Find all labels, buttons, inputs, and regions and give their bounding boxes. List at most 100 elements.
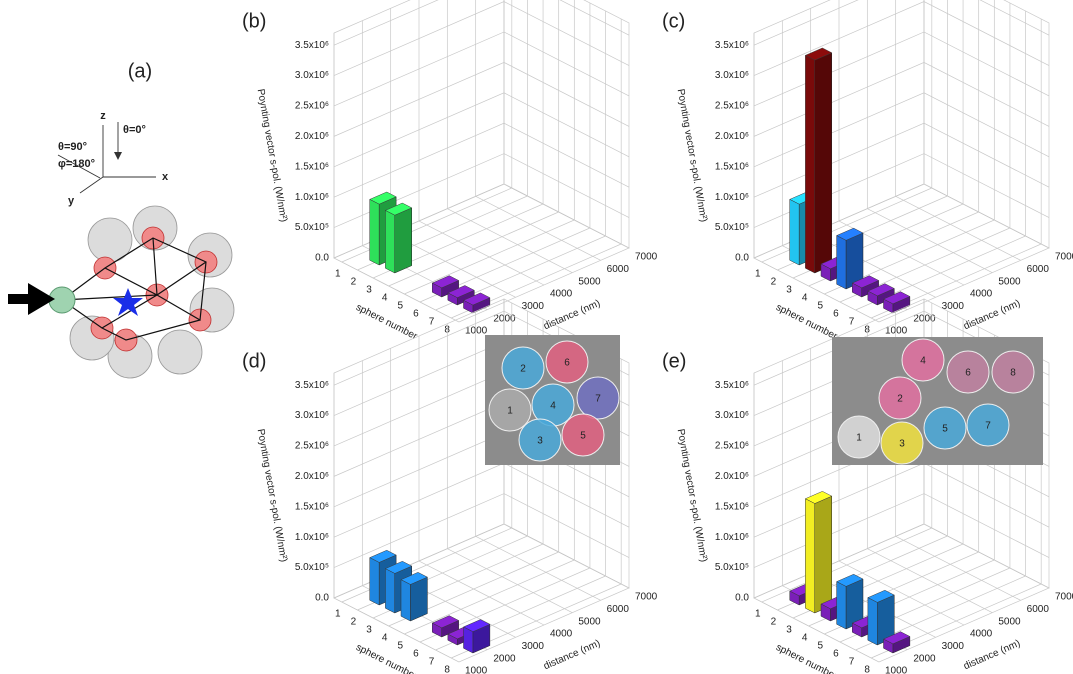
panel-label: (d) [242,350,266,372]
x-tick-label: 1 [755,269,761,280]
y-tick-label: 2.0x10⁶ [715,471,749,482]
grid-line [404,0,574,294]
inset-label: 7 [595,394,601,405]
grid-line [436,11,606,310]
axis-name: x [162,171,169,183]
x-tick-label: 6 [833,649,839,660]
z-tick-label: 3000 [522,641,545,652]
x-tick-label: 7 [849,317,855,328]
x-tick-label: 2 [351,277,357,288]
x-tick-label: 5 [818,301,824,312]
y-tick-label: 3.0x10⁶ [715,410,749,421]
x-tick-label: 2 [351,617,357,628]
wall [504,0,629,248]
inset-label: 6 [965,368,971,379]
grid-line [420,3,590,302]
angle-label: θ=90° [58,141,87,153]
y-tick-label: 3.0x10⁶ [715,70,749,81]
bar-side [815,53,832,273]
bar-front [837,582,846,629]
bar-front [370,558,379,605]
y-tick-label: 3.5x10⁶ [295,40,329,51]
chart-panel: (e)0.05.0x10⁵1.0x10⁶1.5x10⁶2.0x10⁶2.5x10… [662,299,1073,674]
z-axis-title: distance (nm) [542,298,602,332]
x-axis-title: sphere number [774,642,840,674]
x-tick-label: 5 [398,301,404,312]
y-tick-label: 5.0x10⁵ [715,222,749,233]
y-tick-label: 0.0 [315,593,329,604]
bar-front [837,236,846,289]
z-axis-title: distance (nm) [962,298,1022,332]
x-tick-label: 4 [802,293,808,304]
x-tick-label: 7 [429,657,435,668]
inset-label: 8 [1010,368,1016,379]
y-tick-label: 0.0 [735,593,749,604]
y-tick-label: 3.5x10⁶ [715,380,749,391]
inset-label: 3 [537,436,543,447]
x-tick-label: 3 [366,285,372,296]
hemisphere [158,330,202,374]
x-tick-label: 1 [335,609,341,620]
y-axis-title: Poynting vector s-pol. (W/nm²) [675,88,709,223]
inset-label: 4 [920,356,926,367]
panel-label: (c) [662,10,685,32]
inset-label: 6 [564,358,570,369]
z-axis-title: distance (nm) [542,638,602,672]
arrow-head [114,152,122,160]
z-tick-label: 5000 [578,276,601,287]
bar-front [464,627,473,653]
x-tick-label: 2 [771,617,777,628]
x-tick-label: 1 [755,609,761,620]
z-tick-label: 7000 [1055,592,1073,603]
y-tick-label: 5.0x10⁵ [715,562,749,573]
y-axis-title: Poynting vector s-pol. (W/nm²) [675,428,709,563]
z-tick-label: 4000 [550,629,573,640]
angle-label: φ=180° [58,158,95,170]
panel-a: (a) z x y θ=90° φ=180° θ=0° [8,60,234,378]
grid-line [389,0,559,286]
x-tick-label: 6 [413,309,419,320]
chart-panel: (c)0.05.0x10⁵1.0x10⁶1.5x10⁶2.0x10⁶2.5x10… [662,0,1073,343]
z-tick-label: 2000 [913,313,936,324]
axis-name: z [100,110,106,122]
bar-front [385,210,394,273]
x-tick-label: 3 [786,285,792,296]
y-tick-label: 1.0x10⁶ [295,532,329,543]
bar-front [370,199,379,265]
y-tick-label: 2.5x10⁶ [295,441,329,452]
bar-front [805,55,814,273]
figure: (a) z x y θ=90° φ=180° θ=0° [0,0,1073,674]
x-tick-label: 6 [413,649,419,660]
incident-arrow [8,283,55,315]
y-tick-label: 1.5x10⁶ [715,501,749,512]
y-axis-title: Poynting vector s-pol. (W/nm²) [255,428,289,563]
inset-label: 5 [580,431,586,442]
z-tick-label: 7000 [1055,252,1073,263]
z-tick-label: 6000 [1027,264,1050,275]
x-axis-title: sphere number [354,642,420,674]
x-tick-label: 7 [429,317,435,328]
y-tick-label: 2.0x10⁶ [715,131,749,142]
z-tick-label: 7000 [635,252,658,263]
y-tick-label: 3.5x10⁶ [295,380,329,391]
z-tick-label: 6000 [1027,604,1050,615]
x-axis-title: sphere number [354,302,420,343]
bar-front [805,499,814,613]
y-tick-label: 3.0x10⁶ [295,410,329,421]
x-tick-label: 3 [366,625,372,636]
x-tick-label: 1 [335,269,341,280]
axis-line [80,177,103,193]
inset-label: 2 [520,364,526,375]
grid-line [451,19,621,318]
inset-label: 2 [897,394,903,405]
z-tick-label: 7000 [635,592,658,603]
bar-front [790,199,799,265]
panel-label: (b) [242,10,266,32]
z-tick-label: 2000 [913,653,936,664]
inset-label: 5 [942,424,948,435]
z-tick-label: 1000 [885,666,908,674]
z-tick-label: 1000 [465,666,488,674]
z-tick-label: 5000 [578,616,601,627]
z-tick-label: 2000 [493,313,516,324]
bar-front [385,569,394,613]
